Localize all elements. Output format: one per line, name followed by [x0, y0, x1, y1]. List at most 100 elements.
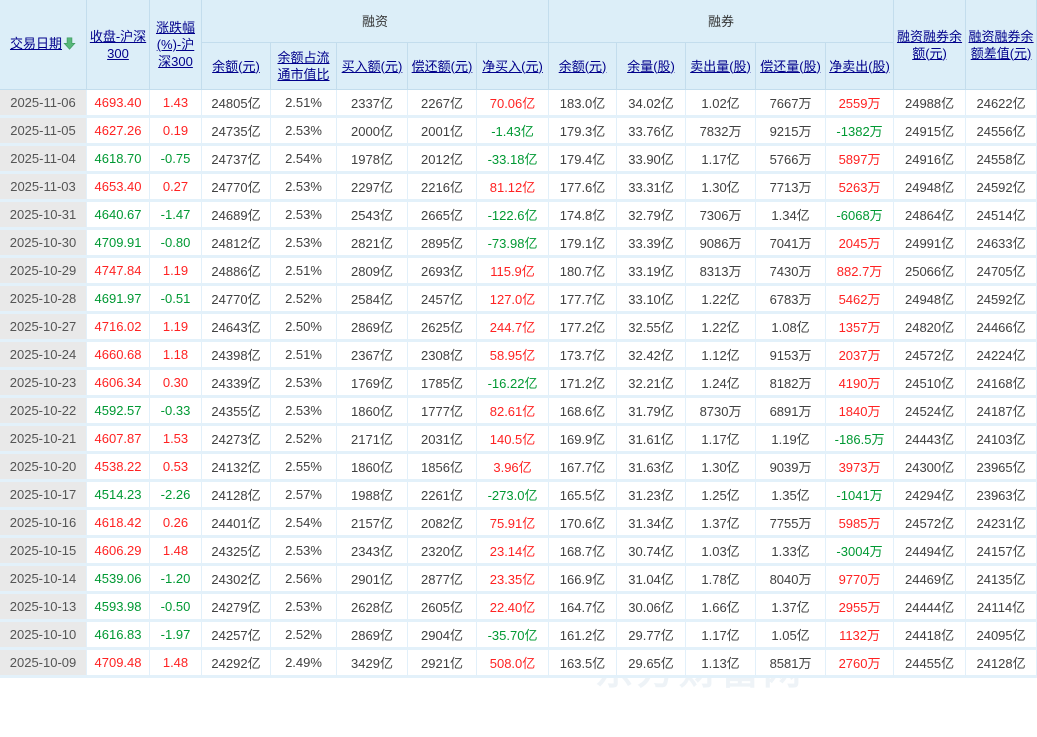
table-cell: 32.21亿: [617, 370, 687, 398]
date-cell: 2025-10-17: [0, 482, 87, 510]
table-cell: -1041万: [826, 482, 895, 510]
table-cell: 2001亿: [408, 118, 477, 146]
table-cell: 177.2亿: [549, 314, 618, 342]
table-cell: 2559万: [826, 90, 895, 118]
table-cell: 24556亿: [966, 118, 1037, 146]
table-cell: 2.54%: [271, 146, 337, 174]
table-cell: 24279亿: [202, 594, 271, 622]
date-cell: 2025-11-05: [0, 118, 87, 146]
table-cell: 24128亿: [966, 650, 1037, 678]
sort-rq-net-link[interactable]: 净卖出(股): [829, 58, 890, 74]
table-cell: 6783万: [756, 286, 827, 314]
sort-rq-repay-link[interactable]: 偿还量(股): [760, 58, 821, 74]
table-cell: 24444亿: [894, 594, 967, 622]
table-cell: 171.2亿: [549, 370, 618, 398]
table-row: 2025-11-04 4618.70 -0.75 24737亿 2.54% 1978亿 20…: [0, 146, 1037, 174]
table-cell: 2.53%: [271, 230, 337, 258]
sort-change-link[interactable]: 涨跌幅(%)-沪深300: [155, 20, 195, 69]
sort-rq-sell-link[interactable]: 卖出量(股): [690, 58, 751, 74]
sort-rz-net-link[interactable]: 净买入(元): [482, 58, 543, 74]
column-header-rq-balance: 余额(元): [549, 43, 618, 90]
table-cell: 24524亿: [894, 398, 967, 426]
table-cell: -273.0亿: [477, 482, 550, 510]
table-cell: 2.52%: [271, 286, 337, 314]
sort-rz-balance-link[interactable]: 余额(元): [212, 58, 260, 74]
table-cell: 1.37亿: [686, 510, 757, 538]
table-cell: 7041万: [756, 230, 827, 258]
table-cell: 5985万: [826, 510, 895, 538]
table-cell: -1.47: [150, 202, 202, 230]
table-cell: 2000亿: [337, 118, 408, 146]
table-cell: 33.31亿: [617, 174, 687, 202]
table-cell: 1860亿: [337, 398, 408, 426]
table-cell: 24157亿: [966, 538, 1037, 566]
table-cell: 25066亿: [894, 258, 967, 286]
table-cell: 4627.26: [87, 118, 150, 146]
table-cell: 1.19亿: [756, 426, 827, 454]
table-cell: 1785亿: [408, 370, 477, 398]
table-cell: 1357万: [826, 314, 895, 342]
table-cell: 2543亿: [337, 202, 408, 230]
table-cell: 4618.70: [87, 146, 150, 174]
date-cell: 2025-11-03: [0, 174, 87, 202]
sort-rq-volume-link[interactable]: 余量(股): [627, 58, 675, 74]
table-cell: 31.04亿: [617, 566, 687, 594]
table-cell: 34.02亿: [617, 90, 687, 118]
table-cell: 180.7亿: [549, 258, 618, 286]
table-cell: 2869亿: [337, 622, 408, 650]
table-cell: 2012亿: [408, 146, 477, 174]
table-cell: 2031亿: [408, 426, 477, 454]
table-cell: 23963亿: [966, 482, 1037, 510]
table-cell: 2171亿: [337, 426, 408, 454]
sort-rz-ratio-link[interactable]: 余额占流通市值比: [277, 50, 330, 82]
column-header-rq-net: 净卖出(股): [826, 43, 895, 90]
table-cell: 0.30: [150, 370, 202, 398]
table-cell: 165.5亿: [549, 482, 618, 510]
table-cell: 1.17亿: [686, 426, 757, 454]
table-cell: 24886亿: [202, 258, 271, 286]
table-cell: 1860亿: [337, 454, 408, 482]
date-cell: 2025-10-23: [0, 370, 87, 398]
table-cell: 0.53: [150, 454, 202, 482]
date-cell: 2025-11-06: [0, 90, 87, 118]
sort-rq-balance-link[interactable]: 余额(元): [558, 58, 607, 74]
sort-total-balance-link[interactable]: 融资融券余额(元): [897, 28, 963, 61]
table-cell: 1988亿: [337, 482, 408, 510]
table-cell: 1.24亿: [686, 370, 757, 398]
table-cell: 24770亿: [202, 174, 271, 202]
date-cell: 2025-10-16: [0, 510, 87, 538]
table-cell: 33.90亿: [617, 146, 687, 174]
table-cell: 1769亿: [337, 370, 408, 398]
table-cell: 24510亿: [894, 370, 967, 398]
sort-close-link[interactable]: 收盘-沪深300: [89, 28, 147, 61]
table-cell: 2625亿: [408, 314, 477, 342]
sort-rz-repay-link[interactable]: 偿还额(元): [411, 58, 473, 74]
table-cell: 1.48: [150, 538, 202, 566]
table-cell: 2904亿: [408, 622, 477, 650]
column-header-rz-buy: 买入额(元): [337, 43, 408, 90]
table-cell: 4693.40: [87, 90, 150, 118]
sort-date-link[interactable]: 交易日期: [10, 36, 62, 51]
table-cell: -1382万: [826, 118, 895, 146]
sort-rz-buy-link[interactable]: 买入额(元): [341, 58, 403, 74]
table-cell: 24355亿: [202, 398, 271, 426]
table-cell: 24292亿: [202, 650, 271, 678]
table-row: 2025-10-27 4716.02 1.19 24643亿 2.50% 2869亿 262…: [0, 314, 1037, 342]
table-cell: 31.23亿: [617, 482, 687, 510]
table-cell: 24805亿: [202, 90, 271, 118]
table-cell: 7667万: [756, 90, 827, 118]
table-cell: 2261亿: [408, 482, 477, 510]
table-cell: 30.06亿: [617, 594, 687, 622]
table-cell: 24988亿: [894, 90, 967, 118]
table-cell: 70.06亿: [477, 90, 550, 118]
table-row: 2025-10-10 4616.83 -1.97 24257亿 2.52% 2869亿 29…: [0, 622, 1037, 650]
table-cell: 1132万: [826, 622, 895, 650]
table-cell: 2337亿: [337, 90, 408, 118]
table-cell: 24948亿: [894, 174, 967, 202]
table-cell: 24095亿: [966, 622, 1037, 650]
sort-balance-diff-link[interactable]: 融资融券余额差值(元): [968, 28, 1034, 61]
table-row: 2025-10-24 4660.68 1.18 24398亿 2.51% 2367亿 230…: [0, 342, 1037, 370]
table-row: 2025-11-03 4653.40 0.27 24770亿 2.53% 2297亿 221…: [0, 174, 1037, 202]
table-cell: 4640.67: [87, 202, 150, 230]
table-cell: 4538.22: [87, 454, 150, 482]
